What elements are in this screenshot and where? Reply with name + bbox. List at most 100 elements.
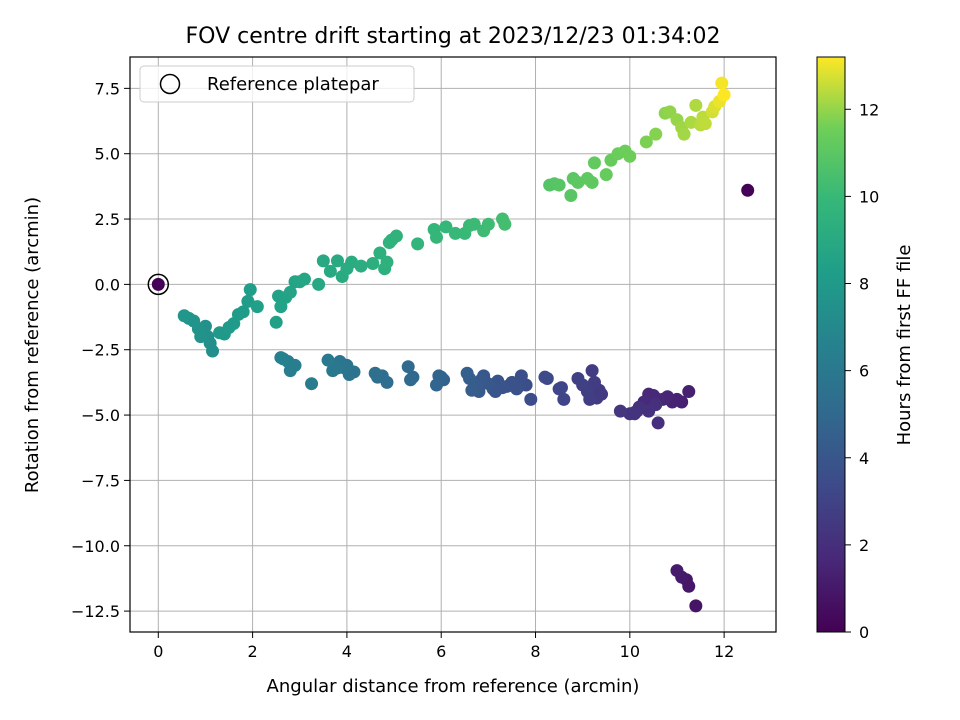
x-tick-label: 12 <box>714 642 734 661</box>
x-axis-ticks: 0 2 4 6 8 10 12 <box>153 632 734 661</box>
scatter-point <box>715 76 729 90</box>
scatter-point <box>323 264 337 278</box>
scatter-point <box>429 378 443 392</box>
scatter-point <box>243 283 257 297</box>
colorbar <box>816 56 846 633</box>
scatter-point <box>448 226 462 240</box>
scatter-point <box>677 127 691 141</box>
colorbar-tick-label: 4 <box>859 449 869 468</box>
scatter-point <box>651 416 665 430</box>
scatter-point <box>557 392 571 406</box>
scatter-point <box>368 366 382 380</box>
scatter-point <box>321 353 335 367</box>
chart-title: FOV centre drift starting at 2023/12/23 … <box>186 24 721 49</box>
colorbar-tick-label: 6 <box>859 362 869 381</box>
scatter-point <box>283 285 297 299</box>
x-tick-label: 2 <box>248 642 258 661</box>
scatter-point <box>514 369 528 383</box>
reference-marker-ring <box>147 273 170 296</box>
scatter-point <box>373 246 387 260</box>
scatter-point <box>717 88 731 102</box>
scatter-point <box>538 370 552 384</box>
scatter-point <box>305 377 319 391</box>
y-tick-label: 2.5 <box>95 210 120 229</box>
scatter-point <box>587 156 601 170</box>
scatter-point <box>411 237 425 251</box>
y-tick-label: −7.5 <box>81 471 120 490</box>
legend-entry-label: Reference platepar <box>207 74 379 95</box>
scatter-point <box>587 375 601 389</box>
scatter-point <box>552 382 566 396</box>
scatter-point <box>623 149 637 163</box>
y-tick-label: −2.5 <box>81 341 120 360</box>
y-tick-label: −12.5 <box>71 602 120 621</box>
scatter-point <box>366 256 380 270</box>
y-tick-label: 5.0 <box>95 145 120 164</box>
scatter-point <box>599 168 613 182</box>
colorbar-tick-label: 10 <box>859 187 879 206</box>
scatter-point <box>316 254 330 268</box>
y-tick-label: −10.0 <box>71 537 120 556</box>
x-tick-label: 4 <box>342 642 352 661</box>
scatter-point <box>613 404 627 418</box>
legend-reference-marker-icon <box>159 73 181 95</box>
scatter-point <box>297 272 311 286</box>
x-tick-label: 0 <box>153 642 163 661</box>
scatter-points <box>177 76 755 613</box>
x-tick-label: 6 <box>436 642 446 661</box>
scatter-point <box>689 599 703 613</box>
x-tick-label: 8 <box>530 642 540 661</box>
reference-point <box>151 277 165 291</box>
colorbar-tick-label: 2 <box>859 536 869 555</box>
scatter-point <box>498 217 512 231</box>
y-tick-label: 0.0 <box>95 275 120 294</box>
scatter-point <box>670 564 684 578</box>
reference-marker-group <box>147 273 170 296</box>
grid <box>130 57 776 632</box>
scatter-point <box>639 135 653 149</box>
scatter-point <box>380 255 394 269</box>
scatter-point <box>354 259 368 273</box>
scatter-point <box>404 373 418 387</box>
scatter-point <box>571 371 585 385</box>
scatter-point <box>649 127 663 141</box>
colorbar-ticks: 0 2 4 6 8 10 12 <box>845 100 879 642</box>
scatter-point <box>564 189 578 203</box>
colorbar-tick-label: 0 <box>859 623 869 642</box>
legend: Reference platepar <box>139 65 415 103</box>
scatter-point <box>177 309 191 323</box>
scatter-point <box>524 392 538 406</box>
y-tick-label: −5.0 <box>81 406 120 425</box>
scatter-point <box>460 366 474 380</box>
scatter-point <box>274 351 288 365</box>
plot-frame <box>129 56 777 633</box>
scatter-point <box>326 364 340 378</box>
scatter-point <box>429 230 443 244</box>
scatter-point <box>682 385 696 399</box>
scatter-point <box>585 175 599 189</box>
scatter-point <box>330 254 344 268</box>
scatter-point <box>741 183 755 197</box>
y-axis-label: Rotation from reference (arcmin) <box>22 197 43 493</box>
x-tick-label: 10 <box>620 642 640 661</box>
scatter-point <box>689 98 703 112</box>
y-tick-label: 7.5 <box>95 79 120 98</box>
colorbar-tick-label: 8 <box>859 275 869 294</box>
scatter-point <box>401 360 415 374</box>
y-axis-ticks: 7.5 5.0 2.5 0.0 −2.5 −5.0 −7.5 −10.0 −12.5 <box>71 79 130 621</box>
scatter-point <box>465 383 479 397</box>
scatter-point <box>250 300 264 314</box>
colorbar-label: Hours from first FF file <box>894 245 915 446</box>
scatter-point <box>269 315 283 329</box>
scatter-point <box>389 229 403 243</box>
scatter-point <box>467 217 481 231</box>
x-axis-label: Angular distance from reference (arcmin) <box>267 676 640 697</box>
scatter-point <box>552 178 566 192</box>
legend-box <box>139 65 415 103</box>
scatter-point <box>698 117 712 131</box>
scatter-point <box>439 220 453 234</box>
scatter-point <box>236 305 250 319</box>
colorbar-tick-label: 12 <box>859 100 879 119</box>
scatter-point <box>585 364 599 378</box>
